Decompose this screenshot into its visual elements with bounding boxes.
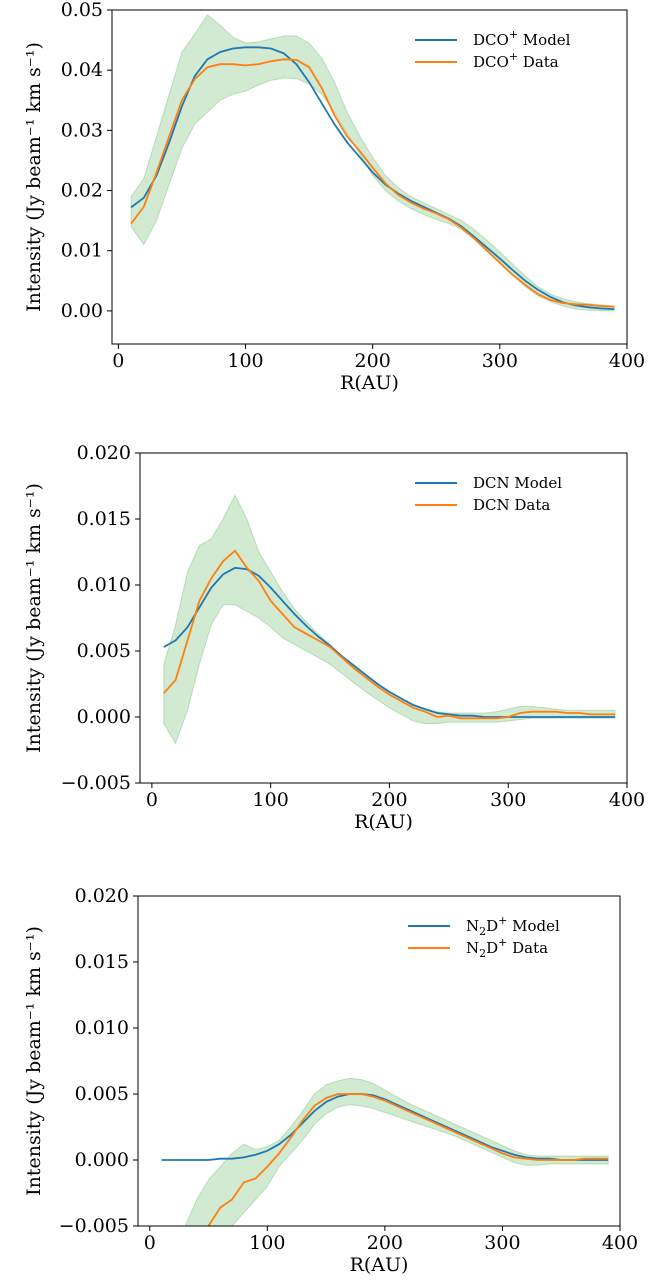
x-axis-label: R(AU) [350, 1254, 409, 1276]
axes-frame [137, 895, 621, 1227]
y-tick-label: 0.02 [61, 180, 103, 202]
x-tick-label: 400 [602, 1232, 638, 1254]
series-line-model [161, 1093, 609, 1161]
series-line-data [163, 549, 616, 720]
plot-area [130, 14, 615, 312]
y-tick-label: 0.015 [75, 951, 129, 973]
x-tick-label: 400 [609, 789, 645, 811]
y-tick-label: −0.005 [59, 1215, 129, 1237]
y-tick-label: 0.010 [77, 574, 131, 596]
y-tick-label: 0.05 [61, 0, 103, 21]
series-line-model [130, 46, 615, 310]
y-tick-label: 0.03 [61, 119, 103, 141]
x-tick-label: 300 [482, 350, 518, 372]
axes-frame [139, 452, 628, 784]
y-tick-label: 0.000 [75, 1149, 129, 1171]
plot-area [161, 1077, 609, 1226]
chart-3: 0 100 200 300 400 −0.005 0.000 0.005 0.010 0.015 0… [23, 885, 638, 1276]
x-tick-label: 200 [367, 1232, 403, 1254]
x-axis-label: R(AU) [354, 811, 413, 833]
x-tick-label: 400 [609, 350, 645, 372]
series-line-data [207, 1093, 609, 1226]
legend-label: DCN Model [473, 474, 562, 492]
y-axis-label: Intensity (Jy beam⁻¹ km s⁻¹) [23, 42, 45, 312]
legend-label: DCO+ Data [473, 50, 559, 71]
legend-label: DCN Data [473, 496, 550, 514]
y-tick-label: −0.005 [61, 772, 131, 794]
chart-2: 0 100 200 300 400 −0.005 0.000 0.005 0.010 0.015 0… [23, 442, 645, 833]
legend-label: N2D+ Data [466, 936, 548, 960]
y-tick-label: 0.005 [77, 640, 131, 662]
x-tick-label: 300 [484, 1232, 520, 1254]
y-tick-label: 0.04 [61, 59, 103, 81]
y-axis-label: Intensity (Jy beam⁻¹ km s⁻¹) [23, 926, 45, 1196]
uncertainty-band [184, 1077, 609, 1226]
x-tick-label: 200 [371, 789, 407, 811]
legend: DCN Model DCN Data [415, 474, 562, 514]
x-tick-label: 200 [355, 350, 391, 372]
axes-frame [111, 9, 628, 345]
y-tick-label: 0.00 [61, 300, 103, 322]
chart-1: 0 100 200 300 400 0.00 0.01 0.02 0.03 0.04 0.05 R(A… [23, 0, 645, 394]
x-tick-label: 100 [253, 789, 289, 811]
legend-label: N2D+ Model [466, 914, 560, 938]
series-line-data [130, 58, 615, 308]
y-tick-label: 0.000 [77, 706, 131, 728]
y-tick-label: 0.010 [75, 1017, 129, 1039]
x-tick-label: 0 [146, 789, 158, 811]
x-tick-label: 100 [249, 1232, 285, 1254]
y-tick-label: 0.020 [75, 885, 129, 907]
uncertainty-band [163, 494, 616, 745]
x-tick-label: 0 [112, 350, 124, 372]
x-tick-label: 0 [144, 1232, 156, 1254]
x-axis-label: R(AU) [340, 372, 399, 394]
uncertainty-band [130, 14, 615, 312]
legend-label: DCO+ Model [473, 28, 571, 49]
y-axis-label: Intensity (Jy beam⁻¹ km s⁻¹) [23, 483, 45, 753]
y-tick-label: 0.015 [77, 508, 131, 530]
x-tick-label: 100 [227, 350, 263, 372]
y-tick-label: 0.01 [61, 240, 103, 262]
series-line-model [163, 566, 616, 718]
y-tick-label: 0.020 [77, 442, 131, 464]
y-tick-label: 0.005 [75, 1083, 129, 1105]
plot-area [163, 494, 616, 745]
x-tick-label: 300 [490, 789, 526, 811]
